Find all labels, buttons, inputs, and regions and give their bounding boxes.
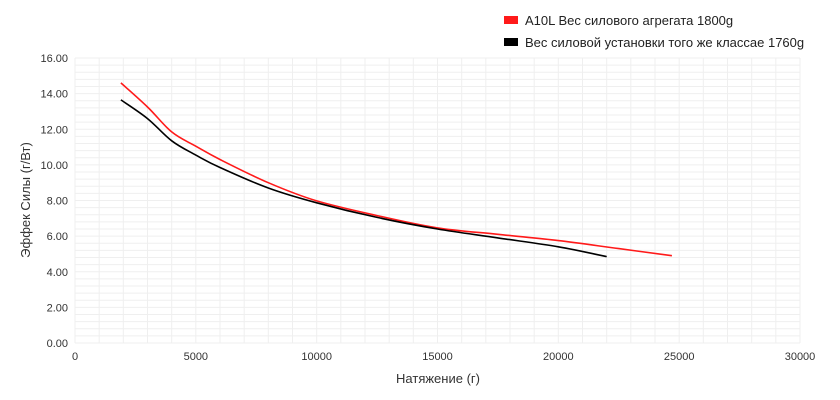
x-tick-label: 10000 [301, 351, 332, 363]
series-line-black [120, 99, 607, 258]
y-tick-label: 14.00 [40, 89, 68, 101]
legend-swatch-red [504, 16, 518, 24]
y-tick-label: 16.00 [40, 53, 68, 65]
x-tick-label: 5000 [184, 351, 208, 363]
x-axis-label: Натяжение (г) [396, 371, 480, 386]
x-tick-label: 30000 [785, 351, 816, 363]
x-tick-label: 25000 [664, 351, 695, 363]
grid-lines [74, 57, 801, 344]
x-tick-label: 15000 [422, 351, 453, 363]
x-axis-ticks: 0 5000 10000 15000 20000 25000 30000 [72, 351, 815, 363]
y-axis-ticks: 0.00 2.00 4.00 6.00 8.00 10.00 12.00 14.00 16.00 [40, 53, 68, 350]
y-tick-label: 0.00 [47, 338, 68, 350]
legend-item-red: A10L Вес силового агрегата 1800g [504, 13, 733, 28]
y-axis-label: Эффек Силы (г/Вт) [18, 142, 33, 258]
legend-item-black: Вес силовой установки того же классае 17… [504, 35, 804, 50]
y-tick-label: 10.00 [40, 160, 68, 172]
y-tick-label: 6.00 [47, 231, 68, 243]
y-tick-label: 4.00 [47, 267, 68, 279]
y-tick-label: 2.00 [47, 302, 68, 314]
legend-swatch-black [504, 38, 518, 46]
series-line-red [120, 82, 673, 257]
legend-label-black: Вес силовой установки того же классае 17… [525, 35, 804, 50]
x-tick-label: 0 [72, 351, 78, 363]
x-tick-label: 20000 [543, 351, 574, 363]
legend-label-red: A10L Вес силового агрегата 1800g [525, 13, 733, 28]
y-tick-label: 12.00 [40, 124, 68, 136]
data-series [120, 82, 673, 258]
legend: A10L Вес силового агрегата 1800g Вес сил… [504, 13, 804, 50]
y-tick-label: 8.00 [47, 196, 68, 208]
